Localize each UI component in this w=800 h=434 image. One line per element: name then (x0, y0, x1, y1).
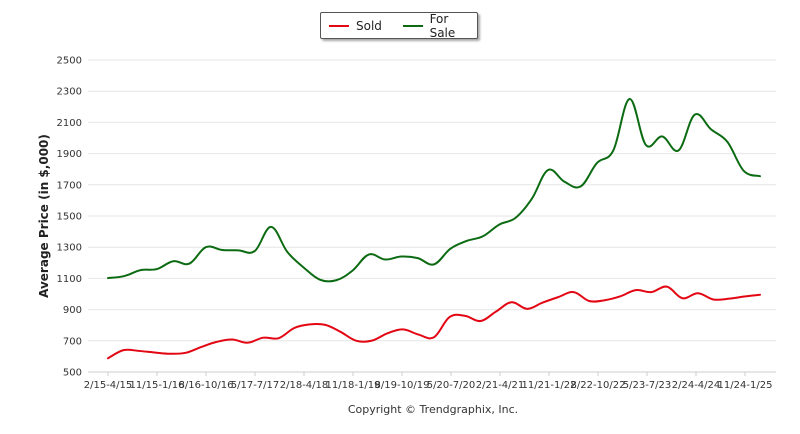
y-axis-title: Average Price (in $,000) (37, 134, 51, 298)
y-tick-label: 2300 (57, 87, 82, 98)
legend-item-sold[interactable]: Sold (329, 19, 382, 33)
x-tick-label: 11/15-1/16 (130, 380, 185, 391)
y-tick-label: 700 (63, 336, 82, 347)
y-tick-label: 1500 (57, 212, 82, 223)
y-tick-label: 2500 (57, 56, 82, 67)
legend-swatch-sold (329, 24, 349, 27)
x-tick-label: 8/16-10/16 (179, 380, 234, 391)
y-tick-label: 1100 (57, 274, 82, 285)
y-tick-label: 1900 (57, 149, 82, 160)
legend-label-for-sale: For Sale (429, 11, 456, 40)
legend: Sold For Sale (320, 11, 478, 40)
x-tick-label: 8/19-10/19 (375, 380, 430, 391)
y-tick-label: 500 (63, 368, 82, 379)
y-tick-label: 900 (63, 305, 82, 316)
legend-swatch-for-sale (402, 24, 423, 27)
x-tick-label: 5/17-7/17 (231, 380, 280, 391)
y-tick-label: 1300 (57, 243, 82, 254)
x-tick-label: 11/21-1/22 (522, 380, 577, 391)
copyright-text: Copyright © Trendgraphix, Inc. (347, 403, 519, 416)
x-tick-label: 5/20-7/20 (427, 380, 476, 391)
legend-item-for-sale[interactable]: For Sale (402, 11, 477, 40)
x-tick-label: 2/24-4/24 (672, 380, 721, 391)
x-tick-label: 11/24-1/25 (718, 380, 773, 391)
y-tick-label: 1700 (57, 180, 82, 191)
series-line-sold (107, 285, 761, 360)
series-line-for-sale (107, 97, 761, 283)
x-tick-label: 8/22-10/22 (571, 380, 626, 391)
y-tick-label: 2100 (57, 118, 82, 129)
x-tick-label: 2/21-4/21 (476, 380, 525, 391)
legend-label-sold: Sold (356, 18, 382, 33)
x-tick-label: 2/18-4/18 (280, 380, 329, 391)
x-tick-label: 2/15-4/15 (84, 380, 133, 391)
x-tick-label: 5/23-7/23 (623, 380, 672, 391)
x-tick-label: 11/18-1/19 (326, 380, 381, 391)
